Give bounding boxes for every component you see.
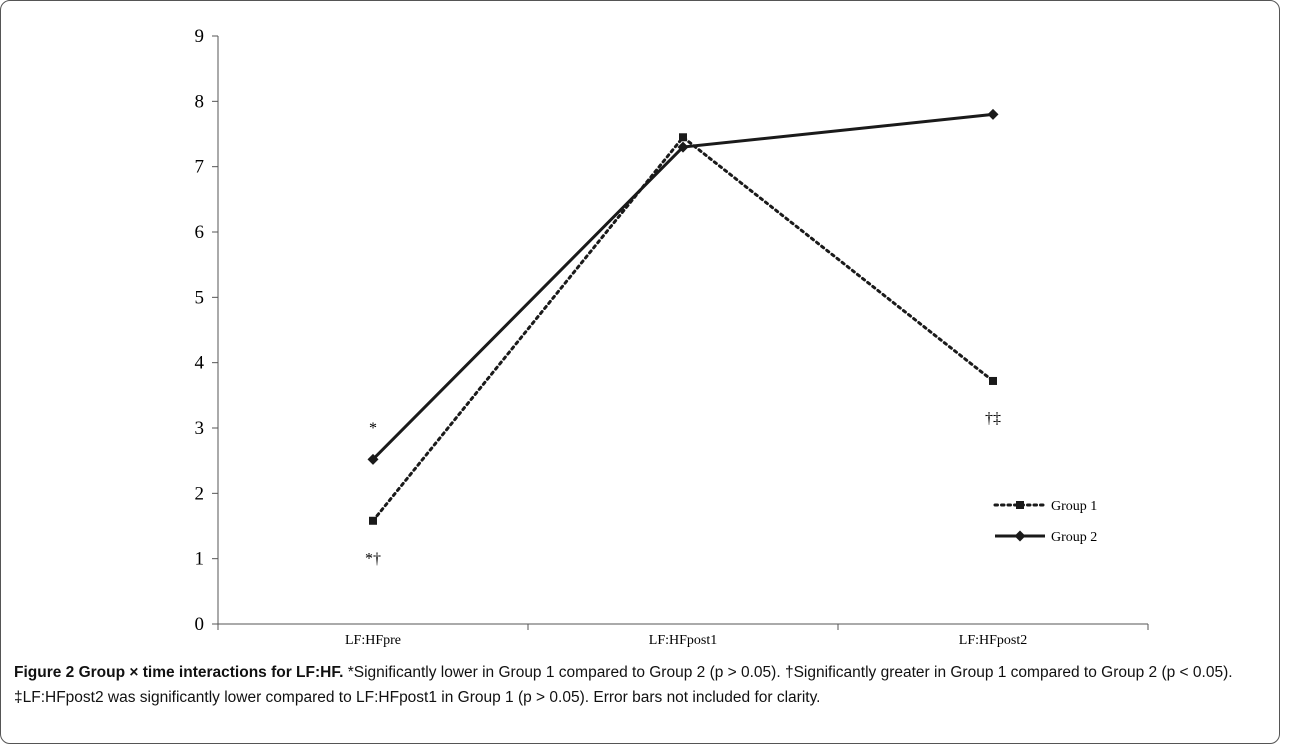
significance-annotation: *† <box>365 551 381 568</box>
caption-label: Figure 2 Group × time interactions for L… <box>14 664 344 681</box>
y-tick-label: 4 <box>195 353 205 374</box>
data-point-series-2 <box>677 141 689 153</box>
significance-annotation: * <box>369 420 377 437</box>
data-point-series-1 <box>989 376 997 385</box>
y-tick-label: 2 <box>195 483 205 504</box>
y-tick-label: 8 <box>195 91 205 112</box>
series-line-2 <box>371 112 994 461</box>
y-tick-label: 7 <box>195 157 205 178</box>
figure-caption: Figure 2 Group × time interactions for L… <box>14 660 1269 710</box>
y-tick-label: 5 <box>195 287 205 308</box>
legend-marker-1 <box>1016 501 1024 509</box>
line-chart: 0 1 2 3 4 5 6 7 8 9 LF:HFpre LF:HFpost1 LF:HFpost2 * *… <box>195 26 1149 648</box>
caption-text: *Significantly lower in Group 1 compared… <box>14 664 1233 706</box>
y-tick-label: 9 <box>195 26 205 47</box>
data-point-series-2 <box>987 108 999 120</box>
y-tick-label: 1 <box>195 549 205 570</box>
x-tick-label: LF:HFpre <box>345 633 401 648</box>
legend-label-1: Group 1 <box>1051 499 1097 514</box>
data-point-series-1 <box>679 133 687 142</box>
x-tick-label: LF:HFpost1 <box>649 633 717 648</box>
y-tick-label: 3 <box>195 418 205 439</box>
data-point-series-1 <box>369 516 377 525</box>
y-tick-label: 0 <box>195 614 205 635</box>
data-point-series-2 <box>367 453 379 465</box>
legend-marker-2 <box>1014 530 1026 542</box>
significance-annotation: †‡ <box>985 410 1001 427</box>
series-line-1 <box>371 135 995 523</box>
legend-label-2: Group 2 <box>1051 530 1097 545</box>
y-tick-label: 6 <box>195 222 205 243</box>
x-tick-label: LF:HFpost2 <box>959 633 1027 648</box>
